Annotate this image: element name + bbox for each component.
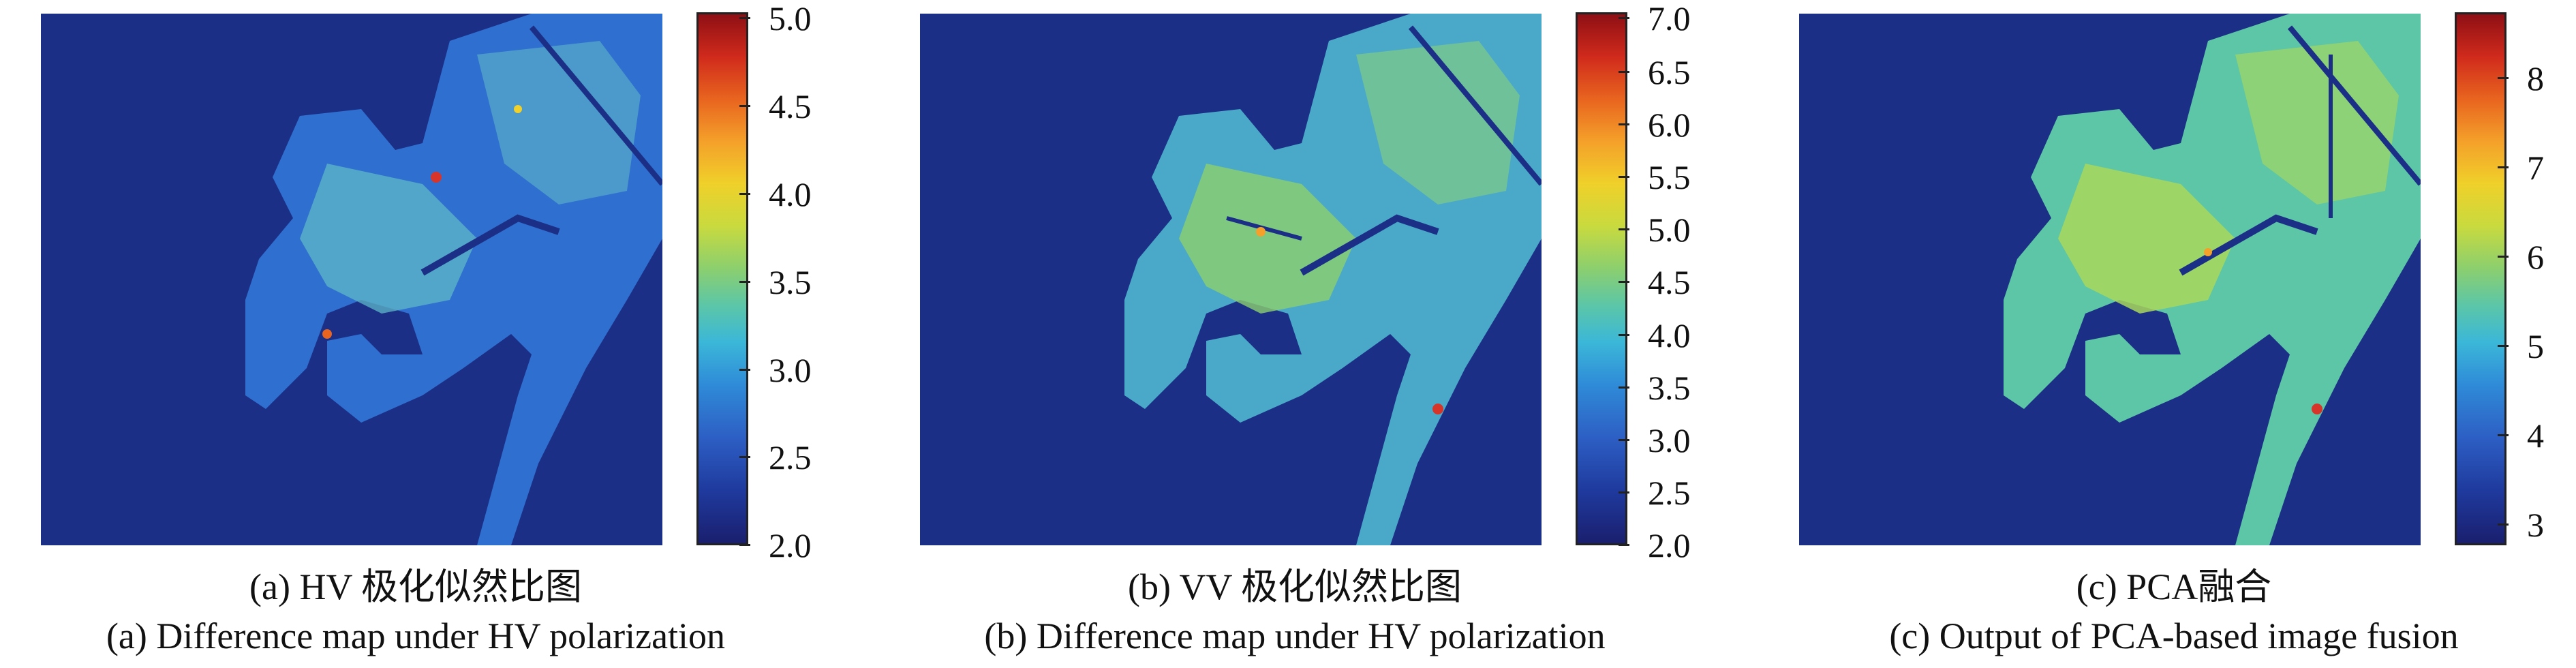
colorbar-tick-label: 3: [2527, 506, 2544, 544]
colorbar-tick-label: 2.0: [1648, 526, 1691, 564]
caption-english: (a) Difference map under HV polarization: [106, 616, 726, 656]
colorbar-tick-label: 6.5: [1648, 53, 1691, 91]
panel-c: 3 4 5 6 7 8 (c) PCA融合 (c) Output of PCA-…: [1758, 0, 2576, 668]
fusion-output-image: [1799, 14, 2421, 545]
map-render: [920, 14, 1542, 545]
panel-a: 2.0 2.5 3.0 3.5 4.0 4.5 5.0 (a) HV 极化似然比…: [0, 0, 859, 668]
colorbar-tick-label: 6: [2527, 238, 2544, 276]
caption-english: (b) Difference map under HV polarization: [984, 616, 1606, 656]
colorbar-tick-label: 6.0: [1648, 106, 1691, 144]
colorbar-tick-label: 3.0: [1648, 421, 1691, 459]
caption-chinese: (a) HV 极化似然比图: [249, 566, 582, 607]
colorbar-tick-label: 3.0: [769, 351, 812, 389]
difference-map-image: [41, 14, 662, 545]
colorbar-tick-label: 5.0: [769, 0, 812, 37]
colorbar-tick-label: 4: [2527, 416, 2544, 455]
colorbar-tick-label: 2.5: [1648, 474, 1691, 512]
difference-map-image: [920, 14, 1542, 545]
colorbar-tick-label: 5.5: [1648, 158, 1691, 196]
map-render: [1799, 14, 2421, 545]
colorbar-tick-label: 4.0: [1648, 316, 1691, 354]
panel-b: 2.0 2.5 3.0 3.5 4.0 4.5 5.0 5.5 6.0 6.5 …: [879, 0, 1738, 668]
colorbar-tick-label: 7: [2527, 149, 2544, 187]
colorbar-tick-label: 4.5: [769, 87, 812, 125]
colorbar-tick-label: 7.0: [1648, 0, 1691, 37]
colorbar-tick-label: 2.0: [769, 526, 812, 564]
colorbar-tick-label: 3.5: [769, 263, 812, 301]
colorbar-tick-label: 3.5: [1648, 369, 1691, 407]
caption-english: (c) Output of PCA-based image fusion: [1889, 616, 2459, 656]
caption-chinese: (c) PCA融合: [2076, 566, 2272, 607]
colorbar-tick-label: 5.0: [1648, 211, 1691, 249]
caption-chinese: (b) VV 极化似然比图: [1127, 566, 1462, 607]
colorbar-tick-label: 2.5: [769, 438, 812, 476]
colorbar: [1576, 12, 1627, 545]
colorbar: [2455, 12, 2506, 545]
colorbar: [696, 12, 748, 545]
map-render: [41, 14, 662, 545]
colorbar-tick-label: 4.5: [1648, 263, 1691, 301]
colorbar-tick-label: 5: [2527, 327, 2544, 365]
colorbar-tick-label: 4.0: [769, 175, 812, 213]
colorbar-tick-label: 8: [2527, 59, 2544, 97]
